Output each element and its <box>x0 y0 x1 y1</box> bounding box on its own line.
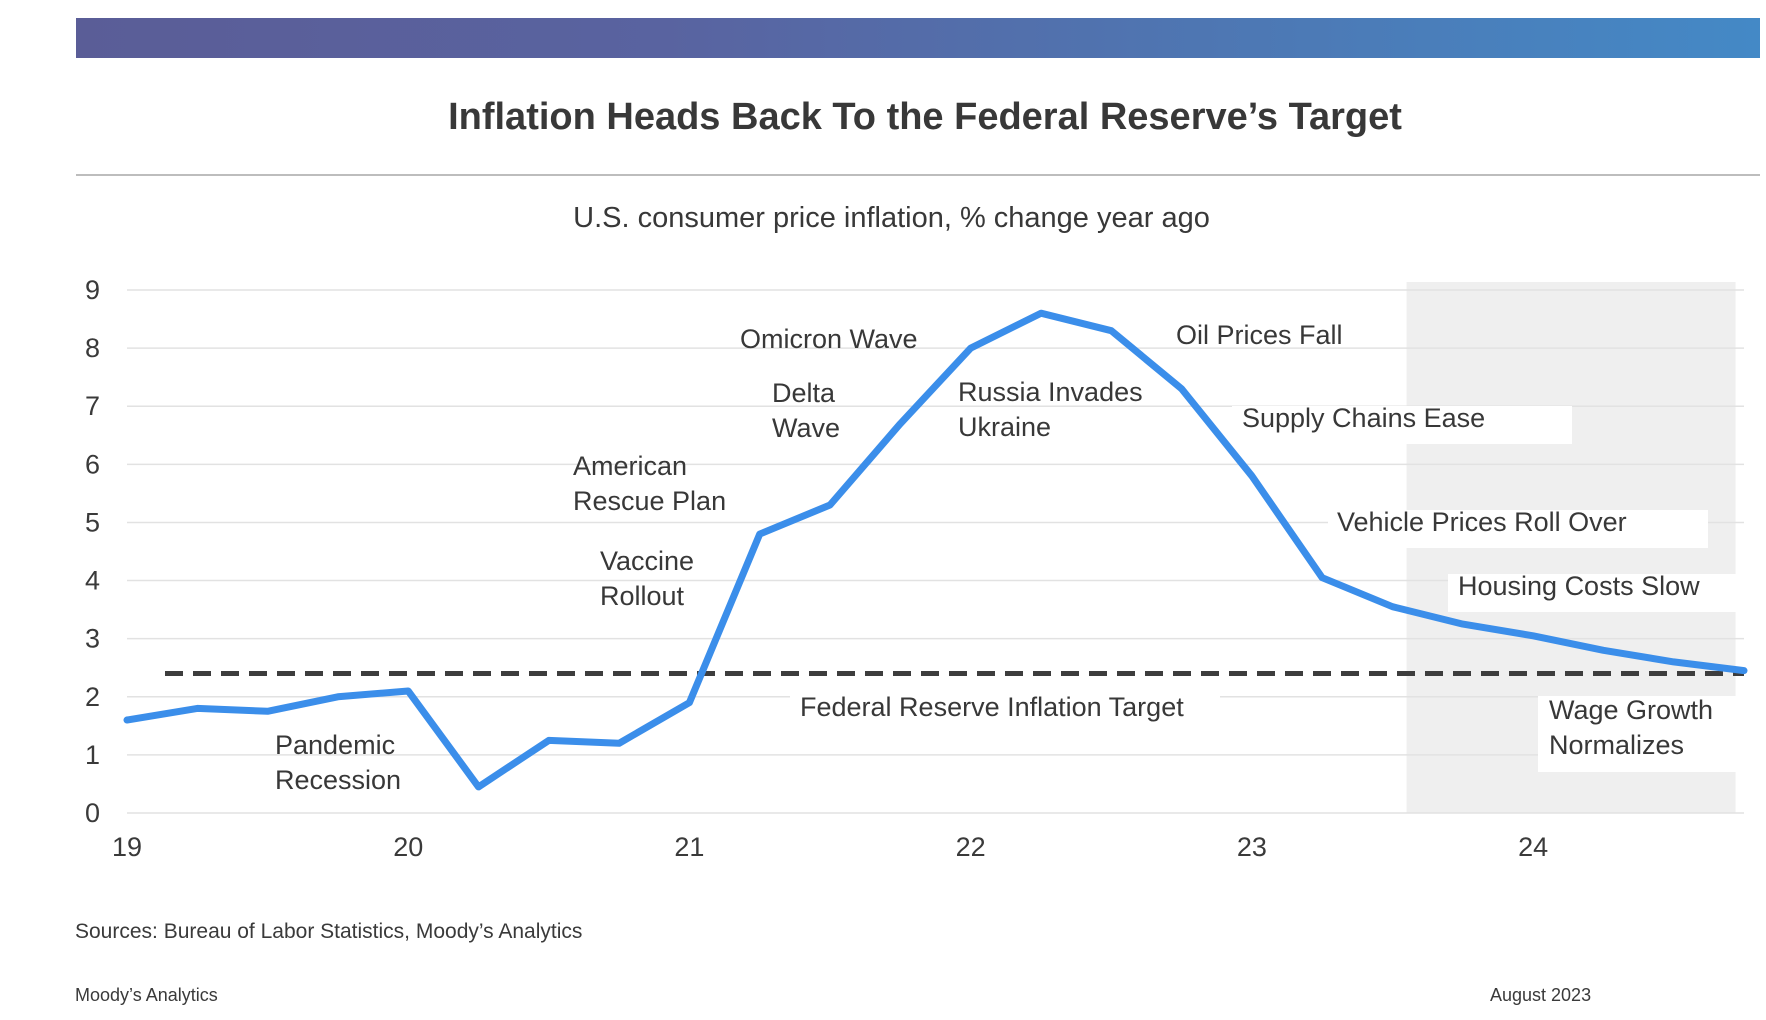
y-tick-label: 6 <box>85 449 100 479</box>
annotation: Oil Prices Fall <box>1176 320 1343 350</box>
y-tick-label: 3 <box>85 624 100 654</box>
annotation-text: Rollout <box>600 581 685 611</box>
annotation-text: Rescue Plan <box>573 486 726 516</box>
y-tick-label: 5 <box>85 507 100 537</box>
annotation-background <box>1448 574 1748 612</box>
annotation: Delta Wave <box>772 378 840 443</box>
y-tick-label: 0 <box>85 798 100 828</box>
y-tick-label: 2 <box>85 682 100 712</box>
x-axis-tick-labels: 19 20 21 22 23 24 <box>112 832 1548 862</box>
annotation: Housing Costs Slow <box>1448 571 1748 612</box>
x-tick-label: 20 <box>393 832 423 862</box>
annotation-text: Omicron Wave <box>740 324 918 354</box>
annotation-text: Recession <box>275 765 401 795</box>
annotation-text: Vehicle Prices Roll Over <box>1337 507 1627 537</box>
annotation-text: American <box>573 451 687 481</box>
y-tick-label: 7 <box>85 391 100 421</box>
annotation-text: Delta <box>772 378 836 408</box>
annotation: Vaccine Rollout <box>600 546 694 611</box>
annotation: American Rescue Plan <box>573 451 726 516</box>
title-divider <box>76 174 1760 176</box>
x-tick-label: 19 <box>112 832 142 862</box>
x-tick-label: 22 <box>956 832 986 862</box>
annotation-text: Vaccine <box>600 546 694 576</box>
annotation-text: Oil Prices Fall <box>1176 320 1343 350</box>
event-annotations: Pandemic Recession Vaccine Rollout American R… <box>275 320 1756 795</box>
annotation: Omicron Wave <box>740 324 918 354</box>
x-tick-label: 23 <box>1237 832 1267 862</box>
annotation-text: Ukraine <box>958 412 1051 442</box>
annotation-background <box>1328 510 1708 548</box>
y-tick-label: 4 <box>85 566 100 596</box>
annotation: Pandemic Recession <box>275 730 401 795</box>
top-banner <box>76 18 1760 58</box>
annotation-text: Normalizes <box>1549 730 1684 760</box>
annotation-text: Wave <box>772 413 840 443</box>
y-tick-label: 9 <box>85 275 100 305</box>
target-label: Federal Reserve Inflation Target <box>790 687 1220 723</box>
annotation-text: Russia Invades <box>958 377 1143 407</box>
source-note: Sources: Bureau of Labor Statistics, Moo… <box>75 920 583 943</box>
page-title: Inflation Heads Back To the Federal Rese… <box>448 96 1402 138</box>
annotation: Supply Chains Ease <box>1232 403 1572 444</box>
annotation: Wage Growth Normalizes <box>1538 695 1756 772</box>
chart-subtitle: U.S. consumer price inflation, % change … <box>573 202 1210 234</box>
target-label-background <box>790 687 1220 723</box>
y-axis-tick-labels: 0 1 2 3 4 5 6 7 8 9 <box>85 275 100 828</box>
annotation-background <box>1232 406 1572 444</box>
inflation-series-line <box>123 309 1748 791</box>
y-tick-label: 1 <box>85 740 100 770</box>
annotation-text: Supply Chains Ease <box>1242 403 1485 433</box>
x-tick-label: 24 <box>1518 832 1548 862</box>
y-tick-label: 8 <box>85 333 100 363</box>
annotation-text: Wage Growth <box>1549 695 1713 725</box>
annotation: Vehicle Prices Roll Over <box>1328 507 1708 548</box>
annotation: Russia Invades Ukraine <box>958 377 1143 442</box>
annotation-text: Housing Costs Slow <box>1458 571 1700 601</box>
target-label-text: Federal Reserve Inflation Target <box>800 692 1184 722</box>
annotation-background <box>1538 696 1756 772</box>
annotation-text: Pandemic <box>275 730 395 760</box>
footer-date: August 2023 <box>1490 985 1592 1005</box>
x-tick-label: 21 <box>674 832 704 862</box>
footer-brand: Moody’s Analytics <box>75 985 218 1005</box>
